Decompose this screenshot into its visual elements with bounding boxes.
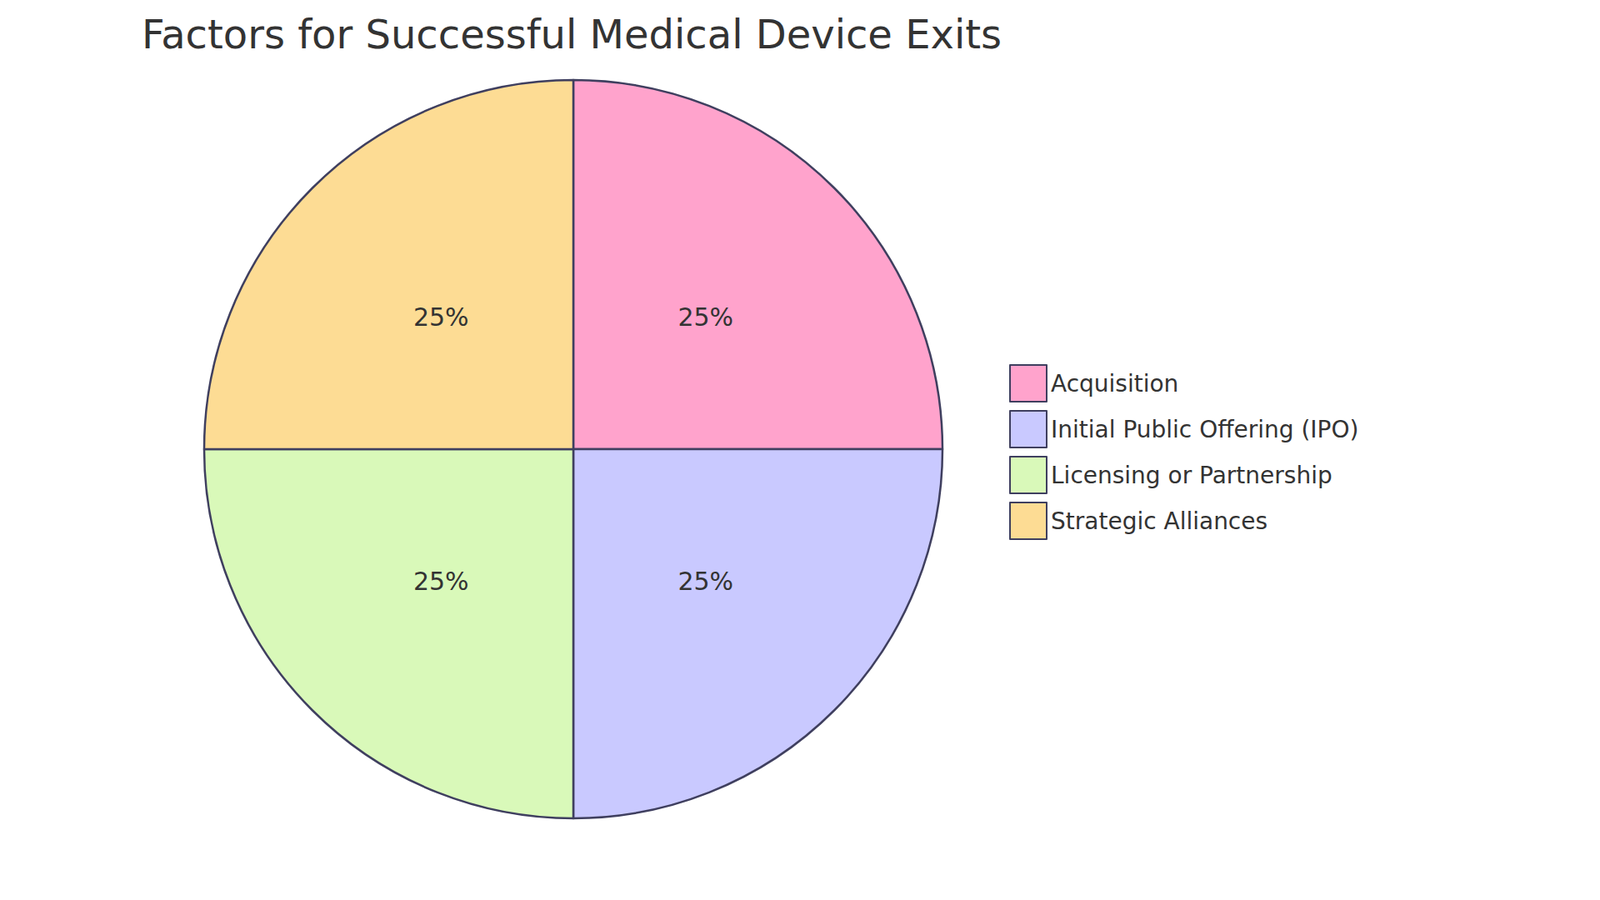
svg-text:Licensing or Partnership: Licensing or Partnership [1050, 461, 1333, 490]
svg-text:25%: 25% [677, 302, 734, 332]
svg-text:Strategic Alliances: Strategic Alliances [1050, 507, 1268, 535]
svg-text:25%: 25% [413, 302, 470, 332]
svg-text:Factors for Successful Medical: Factors for Successful Medical Device Ex… [141, 10, 1002, 58]
svg-text:Initial Public Offering (IPO): Initial Public Offering (IPO) [1050, 415, 1359, 444]
svg-text:25%: 25% [413, 566, 470, 596]
svg-text:Acquisition: Acquisition [1050, 370, 1179, 398]
svg-text:25%: 25% [677, 566, 734, 596]
